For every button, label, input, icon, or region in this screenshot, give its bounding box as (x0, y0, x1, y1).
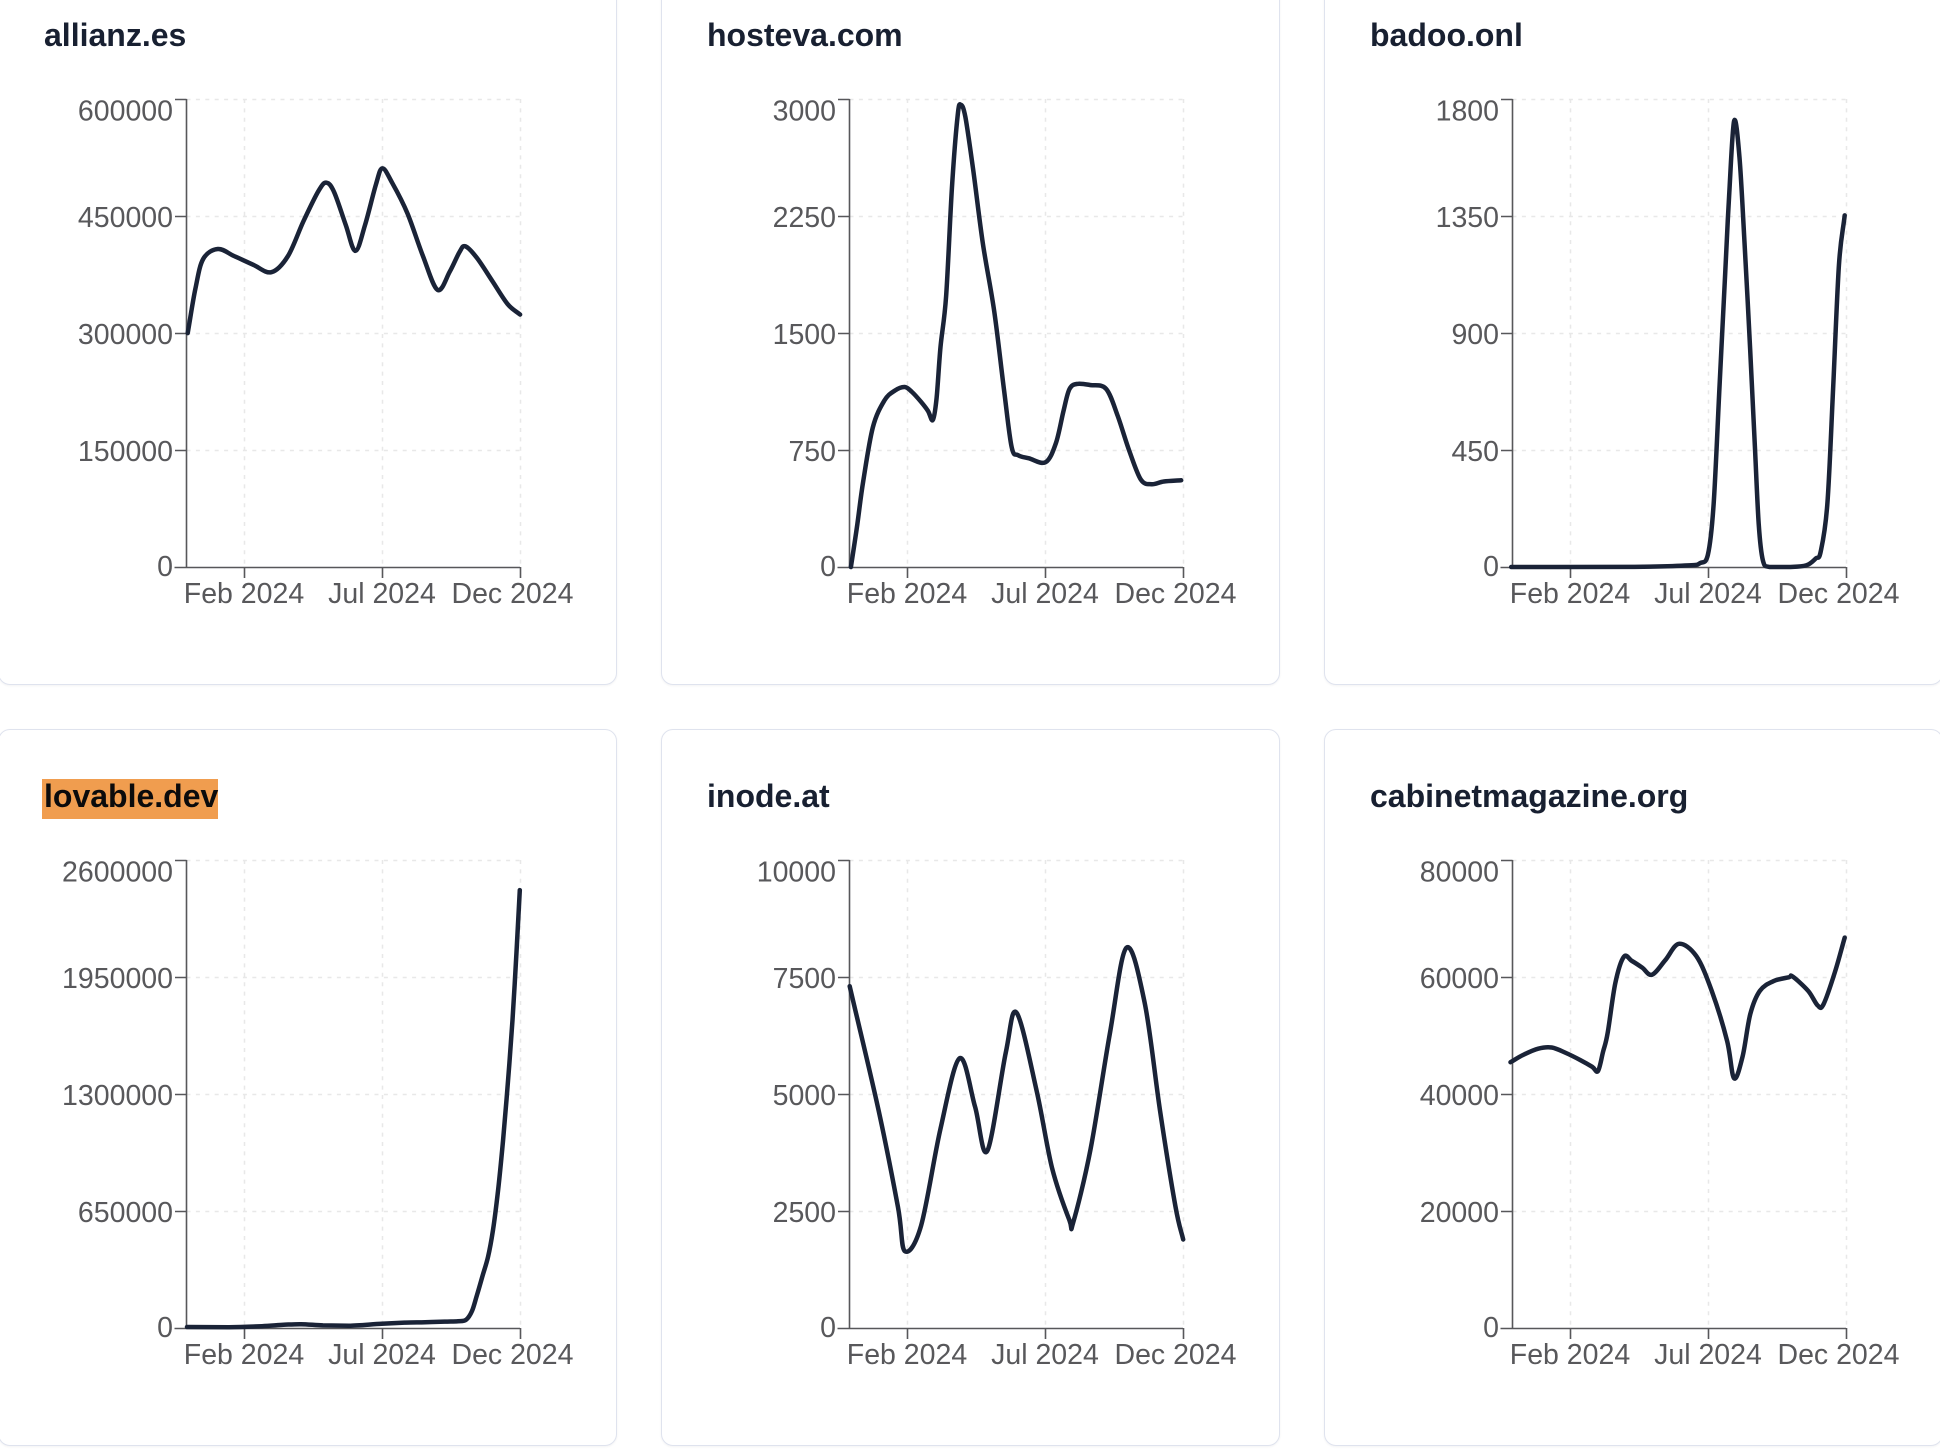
svg-text:2600000: 2600000 (62, 857, 173, 889)
svg-text:300000: 300000 (78, 319, 173, 351)
svg-text:Jul 2024: Jul 2024 (328, 578, 436, 610)
svg-text:0: 0 (1483, 551, 1499, 583)
svg-text:Feb 2024: Feb 2024 (1510, 1339, 1631, 1371)
svg-text:450: 450 (1451, 436, 1499, 468)
svg-text:1950000: 1950000 (62, 963, 173, 995)
svg-text:Feb 2024: Feb 2024 (184, 1339, 305, 1371)
svg-text:0: 0 (157, 1312, 173, 1344)
svg-text:Jul 2024: Jul 2024 (1654, 578, 1762, 610)
svg-text:650000: 650000 (78, 1197, 173, 1229)
svg-text:0: 0 (820, 1312, 836, 1344)
svg-text:Dec 2024: Dec 2024 (1777, 1339, 1899, 1371)
svg-text:60000: 60000 (1420, 963, 1499, 995)
svg-text:2250: 2250 (773, 202, 836, 234)
svg-text:1500: 1500 (773, 319, 836, 351)
svg-text:7500: 7500 (773, 963, 836, 995)
svg-text:80000: 80000 (1420, 857, 1499, 889)
svg-text:150000: 150000 (78, 436, 173, 468)
svg-text:Jul 2024: Jul 2024 (991, 1339, 1099, 1371)
svg-text:0: 0 (1483, 1312, 1499, 1344)
svg-text:900: 900 (1451, 319, 1499, 351)
svg-text:2500: 2500 (773, 1197, 836, 1229)
svg-text:Dec 2024: Dec 2024 (451, 578, 573, 610)
svg-text:750: 750 (788, 436, 836, 468)
svg-text:600000: 600000 (78, 96, 173, 128)
svg-text:1800: 1800 (1436, 96, 1499, 128)
svg-text:Feb 2024: Feb 2024 (847, 578, 968, 610)
svg-text:5000: 5000 (773, 1080, 836, 1112)
svg-text:Dec 2024: Dec 2024 (1777, 578, 1899, 610)
svg-text:3000: 3000 (773, 96, 836, 128)
svg-text:Dec 2024: Dec 2024 (451, 1339, 573, 1371)
svg-text:40000: 40000 (1420, 1080, 1499, 1112)
svg-text:1350: 1350 (1436, 202, 1499, 234)
svg-text:Jul 2024: Jul 2024 (1654, 1339, 1762, 1371)
svg-text:20000: 20000 (1420, 1197, 1499, 1229)
svg-text:1300000: 1300000 (62, 1080, 173, 1112)
svg-text:10000: 10000 (757, 857, 836, 889)
svg-text:Feb 2024: Feb 2024 (184, 578, 305, 610)
svg-text:Dec 2024: Dec 2024 (1114, 578, 1236, 610)
svg-text:450000: 450000 (78, 202, 173, 234)
svg-text:0: 0 (157, 551, 173, 583)
svg-text:Dec 2024: Dec 2024 (1114, 1339, 1236, 1371)
svg-text:Jul 2024: Jul 2024 (328, 1339, 436, 1371)
svg-text:Feb 2024: Feb 2024 (847, 1339, 968, 1371)
svg-text:Feb 2024: Feb 2024 (1510, 578, 1631, 610)
svg-text:Jul 2024: Jul 2024 (991, 578, 1099, 610)
svg-text:0: 0 (820, 551, 836, 583)
